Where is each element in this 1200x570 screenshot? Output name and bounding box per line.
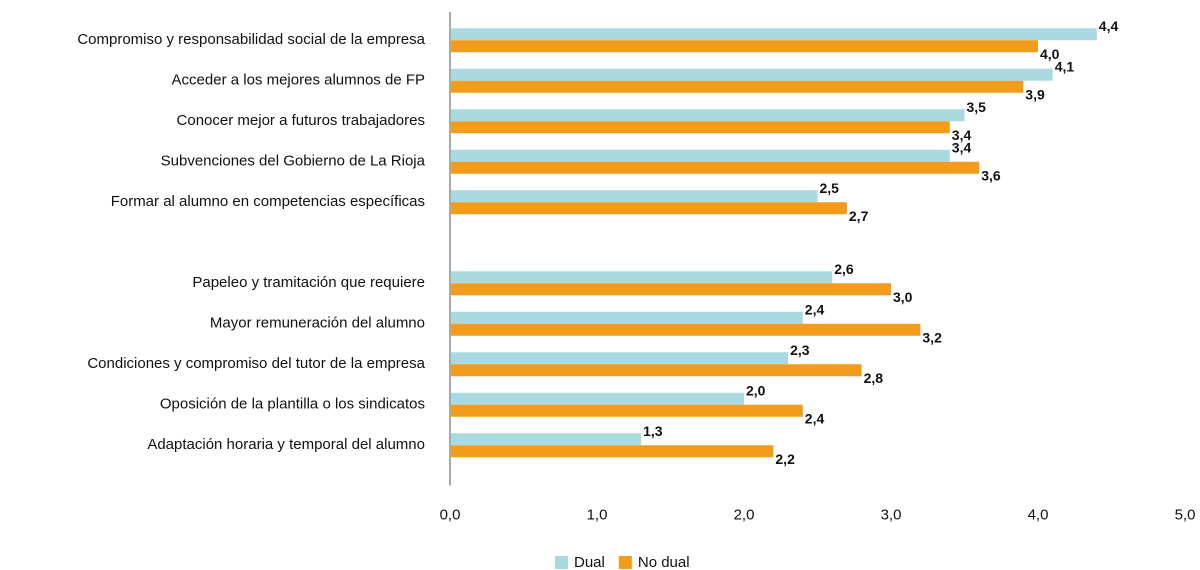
x-tick-label: 2,0 bbox=[734, 506, 755, 523]
bar bbox=[450, 28, 1097, 41]
legend-swatch bbox=[618, 556, 632, 569]
y-tick-label: Mayor remuneración del alumno bbox=[210, 315, 425, 332]
bar bbox=[450, 80, 1024, 93]
bar bbox=[450, 202, 847, 215]
legend-swatch bbox=[555, 556, 568, 569]
y-tick-label: Papeleo y tramitación que requiere bbox=[192, 274, 425, 291]
value-label: 2,2 bbox=[775, 451, 795, 467]
bar bbox=[450, 68, 1053, 81]
legend-label: No dual bbox=[638, 554, 690, 570]
value-label: 2,4 bbox=[805, 301, 825, 317]
value-label: 2,0 bbox=[746, 382, 766, 398]
value-label: 2,8 bbox=[864, 370, 884, 386]
y-tick-label: Subvenciones del Gobierno de La Rioja bbox=[161, 153, 426, 170]
value-label: 2,4 bbox=[805, 410, 825, 426]
bar bbox=[450, 109, 965, 122]
y-tick-label: Condiciones y compromiso del tutor de la… bbox=[87, 355, 425, 372]
value-label: 4,0 bbox=[1040, 46, 1060, 62]
value-label: 3,4 bbox=[952, 139, 972, 155]
bar bbox=[450, 161, 980, 174]
bar bbox=[450, 323, 921, 336]
bar bbox=[450, 190, 818, 203]
legend-label: Dual bbox=[574, 554, 605, 570]
bar bbox=[450, 445, 774, 458]
y-tick-label: Compromiso y responsabilidad social de l… bbox=[77, 31, 425, 48]
bar bbox=[450, 40, 1038, 53]
x-tick-label: 0,0 bbox=[440, 506, 461, 523]
bar bbox=[450, 121, 950, 134]
bar bbox=[450, 149, 950, 162]
y-tick-label: Formar al alumno en competencias específ… bbox=[111, 193, 425, 210]
bar bbox=[450, 404, 803, 417]
value-label: 3,6 bbox=[981, 167, 1001, 183]
value-label: 3,0 bbox=[893, 289, 913, 305]
value-label: 2,3 bbox=[790, 342, 810, 358]
x-tick-label: 4,0 bbox=[1028, 506, 1049, 523]
value-label: 3,5 bbox=[967, 99, 987, 115]
value-label: 1,3 bbox=[643, 423, 663, 439]
value-label: 2,5 bbox=[820, 180, 840, 196]
bar bbox=[450, 283, 891, 296]
y-tick-label: Oposición de la plantilla o los sindicat… bbox=[160, 396, 425, 413]
y-tick-label: Acceder a los mejores alumnos de FP bbox=[172, 72, 425, 89]
y-tick-label: Adaptación horaria y temporal del alumno bbox=[147, 436, 425, 453]
value-label: 4,1 bbox=[1055, 58, 1075, 74]
y-tick-label: Conocer mejor a futuros trabajadores bbox=[177, 112, 425, 129]
value-label: 2,6 bbox=[834, 261, 854, 277]
bar bbox=[450, 352, 789, 365]
x-tick-label: 1,0 bbox=[587, 506, 608, 523]
value-label: 2,7 bbox=[849, 208, 869, 224]
x-tick-label: 3,0 bbox=[881, 506, 902, 523]
bar bbox=[450, 311, 803, 324]
bar bbox=[450, 392, 744, 405]
x-tick-label: 5,0 bbox=[1175, 506, 1196, 523]
bar bbox=[450, 271, 833, 284]
value-label: 3,9 bbox=[1025, 86, 1045, 102]
value-label: 3,2 bbox=[922, 329, 942, 345]
bar bbox=[450, 433, 642, 446]
value-label: 4,4 bbox=[1099, 18, 1119, 34]
value-label: 3,4 bbox=[952, 127, 972, 143]
bar bbox=[450, 364, 862, 377]
